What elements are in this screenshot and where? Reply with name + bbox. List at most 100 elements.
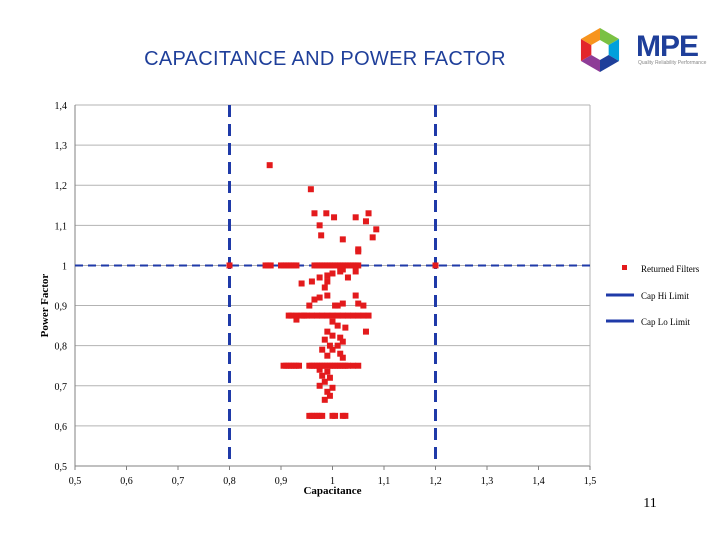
- data-point: [339, 354, 346, 361]
- data-point: [344, 362, 351, 369]
- legend-label: Cap Hi Limit: [641, 291, 689, 301]
- data-point: [316, 274, 323, 281]
- page-number: 11: [643, 496, 657, 511]
- data-point: [311, 210, 318, 217]
- data-point: [355, 362, 362, 369]
- data-point: [324, 368, 331, 375]
- data-point: [362, 218, 369, 225]
- data-point: [342, 412, 349, 419]
- data-point: [321, 336, 328, 343]
- y-tick-label: 0,5: [55, 462, 68, 473]
- legend-label: Cap Lo Limit: [641, 317, 690, 327]
- data-point: [324, 292, 331, 299]
- data-point: [352, 214, 359, 221]
- data-point: [334, 302, 341, 309]
- x-tick-label: 1,4: [532, 476, 545, 487]
- data-point: [293, 312, 300, 319]
- y-tick-label: 0,9: [55, 302, 68, 313]
- data-point: [329, 384, 336, 391]
- x-tick-label: 1,5: [584, 476, 597, 487]
- data-point: [360, 312, 367, 319]
- data-point: [326, 374, 333, 381]
- y-tick-label: 0,8: [55, 342, 68, 353]
- data-point: [352, 268, 359, 275]
- data-point: [360, 302, 367, 309]
- logo-segment: [608, 39, 620, 61]
- y-tick-label: 0,6: [55, 422, 68, 433]
- x-tick-label: 1: [330, 476, 335, 487]
- data-point: [355, 262, 362, 269]
- data-point: [344, 312, 351, 319]
- data-point: [314, 312, 321, 319]
- data-point: [373, 226, 380, 233]
- x-tick-label: 0,6: [120, 476, 133, 487]
- data-point: [311, 296, 318, 303]
- logo-segment: [580, 55, 600, 72]
- logo-segment: [600, 28, 620, 45]
- y-axis-label: Power Factor: [39, 274, 51, 338]
- data-point: [307, 186, 314, 193]
- data-point: [316, 366, 323, 373]
- data-point: [355, 312, 362, 319]
- y-tick-label: 1: [62, 261, 67, 272]
- data-point: [324, 272, 331, 279]
- data-point: [350, 362, 357, 369]
- grid-lines: [75, 104, 590, 467]
- x-tick-label: 1,2: [429, 476, 442, 487]
- data-point: [337, 334, 344, 341]
- data-point: [267, 262, 274, 269]
- mpe-logo: [580, 28, 620, 72]
- data-point: [266, 162, 273, 169]
- legend-marker: [622, 265, 627, 270]
- data-point: [319, 412, 326, 419]
- data-point: [334, 342, 341, 349]
- data-point: [319, 312, 326, 319]
- logo-segment: [600, 55, 620, 72]
- data-point: [329, 270, 336, 277]
- data-point: [326, 392, 333, 399]
- legend-label: Returned Filters: [641, 264, 700, 274]
- data-point: [316, 294, 323, 301]
- legend: Returned Filters Cap Hi Limit Cap Lo Limit: [606, 264, 700, 327]
- logo-segment: [580, 39, 592, 61]
- series: [75, 105, 590, 466]
- data-point: [324, 278, 331, 285]
- data-point: [369, 234, 376, 241]
- data-point: [316, 222, 323, 229]
- data-point: [329, 346, 336, 353]
- data-point: [293, 262, 300, 269]
- data-point: [324, 328, 331, 335]
- logo-segment: [580, 28, 600, 45]
- data-point: [321, 378, 328, 385]
- data-point: [308, 278, 315, 285]
- data-point: [306, 302, 313, 309]
- data-point: [321, 396, 328, 403]
- x-tick-label: 0,8: [223, 476, 236, 487]
- data-point: [324, 352, 331, 359]
- data-point: [316, 382, 323, 389]
- data-point: [365, 312, 372, 319]
- data-point: [352, 292, 359, 299]
- x-tick-label: 0,9: [275, 476, 288, 487]
- data-point: [350, 312, 357, 319]
- data-point: [334, 322, 341, 329]
- x-tick-label: 0,7: [172, 476, 185, 487]
- data-point: [308, 312, 315, 319]
- y-tick-label: 1,1: [55, 221, 68, 232]
- data-point: [339, 300, 346, 307]
- data-point: [321, 284, 328, 291]
- x-tick-label: 1,1: [378, 476, 391, 487]
- data-point: [288, 312, 295, 319]
- data-point: [293, 316, 300, 323]
- data-point: [303, 312, 310, 319]
- data-point: [331, 214, 338, 221]
- data-point: [319, 346, 326, 353]
- data-point: [432, 262, 439, 269]
- data-point: [332, 412, 339, 419]
- data-point: [329, 318, 336, 325]
- data-point: [339, 236, 346, 243]
- data-point: [319, 372, 326, 379]
- data-point: [323, 210, 330, 217]
- logo-text: MPE: [636, 30, 699, 63]
